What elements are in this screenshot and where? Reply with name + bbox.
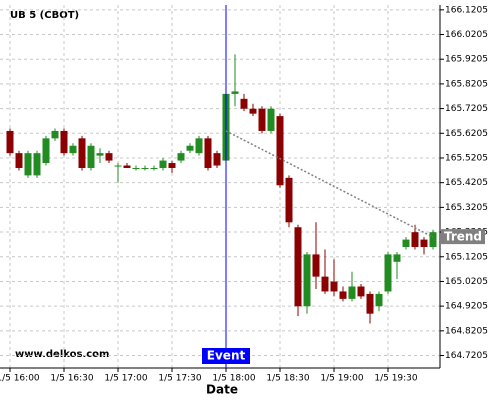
trend-label-box (441, 229, 485, 245)
candle-body (24, 153, 32, 176)
y-tick-label: 166.1205 (445, 5, 488, 15)
x-axis-label: Date (206, 383, 238, 397)
y-tick-label: 164.7205 (445, 351, 488, 361)
trend-line (225, 130, 434, 238)
candle-body (195, 138, 203, 154)
candle-body (51, 130, 59, 139)
y-tick-label: 165.6205 (445, 129, 488, 139)
candle-body (78, 138, 86, 168)
candle-body (15, 153, 23, 168)
candle-body (312, 254, 320, 277)
event-label-box (202, 348, 250, 364)
x-tick-label: 1/5 16:00 (0, 374, 40, 384)
candle-body (366, 293, 374, 314)
candle-body (402, 239, 410, 247)
candle-body (231, 91, 239, 94)
candle-body (429, 232, 437, 247)
candle-body (240, 98, 248, 109)
y-tick-label: 164.8205 (445, 326, 488, 336)
candle-body (123, 165, 131, 168)
y-tick-label: 164.9205 (445, 302, 488, 312)
candle-body (384, 254, 392, 292)
x-tick-label: 1/5 18:30 (266, 374, 310, 384)
y-tick-label: 165.4205 (445, 178, 488, 188)
candle-body (330, 281, 338, 292)
candle-body (42, 138, 50, 164)
candle-body (177, 153, 185, 161)
x-tick-label: 1/5 18:00 (212, 374, 256, 384)
x-tick-label: 1/5 17:00 (104, 374, 148, 384)
candle-body (276, 116, 284, 186)
candle-body (213, 153, 221, 166)
candle-body (393, 254, 401, 262)
y-tick-label: 165.3205 (445, 203, 488, 213)
candle-body (321, 276, 329, 292)
y-tick-label: 165.7205 (445, 104, 488, 114)
watermark: www.delkos.com (15, 349, 109, 360)
y-tick-label: 165.9205 (445, 55, 488, 65)
candle-body (132, 167, 140, 169)
candle-body (69, 145, 77, 154)
y-tick-label: 165.1205 (445, 252, 488, 262)
candle-body (285, 177, 293, 223)
trend-label: Trend (444, 230, 482, 244)
y-tick-label: 165.0205 (445, 277, 488, 287)
candle-body (87, 145, 95, 168)
candle-body (420, 239, 428, 247)
y-tick-label: 165.5205 (445, 153, 488, 163)
x-tick-label: 1/5 19:00 (320, 374, 364, 384)
candle-body (159, 160, 167, 168)
candle-body (105, 153, 113, 161)
candle-body (357, 286, 365, 297)
y-tick-label: 165.8205 (445, 79, 488, 89)
candle-body (186, 145, 194, 151)
x-tick-label: 1/5 16:30 (50, 374, 94, 384)
candle-body (141, 167, 149, 169)
x-tick-label: 1/5 19:30 (374, 374, 418, 384)
candle-body (168, 163, 176, 168)
candle-body (249, 108, 257, 114)
candle-body (150, 167, 158, 169)
candle-body (348, 286, 356, 299)
candle-body (267, 108, 275, 131)
candle-body (411, 232, 419, 247)
candle-body (33, 153, 41, 176)
candle-body (294, 227, 302, 307)
chart-title: UB 5 (CBOT) (10, 10, 79, 21)
candle-body (96, 153, 104, 156)
candle-body (303, 254, 311, 307)
candle-body (60, 130, 68, 154)
candle-body (204, 138, 212, 168)
candle-body (375, 293, 383, 307)
candle-body (114, 165, 122, 167)
event-label: Event (207, 349, 246, 363)
x-tick-label: 1/5 17:30 (158, 374, 202, 384)
candle-body (258, 108, 266, 131)
candle-body (6, 130, 14, 154)
candle-body (339, 291, 347, 299)
y-tick-label: 166.0205 (445, 30, 488, 40)
